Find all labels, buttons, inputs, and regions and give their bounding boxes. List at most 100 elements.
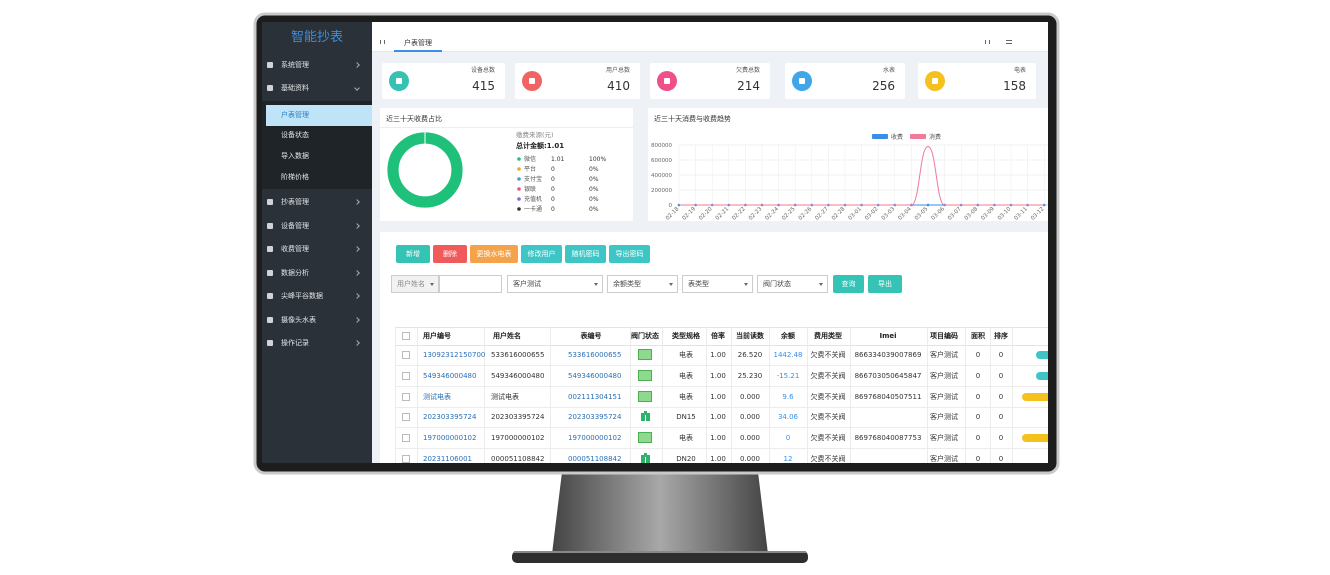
table-cell[interactable]: 549346000480 xyxy=(568,371,622,380)
button[interactable]: 删除 xyxy=(433,245,467,263)
caret xyxy=(669,283,673,286)
table-cell: 1.00 xyxy=(710,413,726,422)
menu-active-bg xyxy=(266,105,372,126)
table-cell[interactable]: 197000000102 xyxy=(568,434,622,443)
table-cell[interactable]: 测试电表 xyxy=(423,392,451,401)
submenu-item[interactable]: 阶梯价格 xyxy=(281,173,309,181)
checkbox[interactable] xyxy=(402,392,410,401)
table-cell[interactable]: 202303395724 xyxy=(568,413,622,422)
checkbox[interactable] xyxy=(402,351,410,359)
table-cell: 549346000480 xyxy=(491,371,545,380)
menu-item[interactable]: 收费管理 xyxy=(281,245,309,253)
table-cell: 0 xyxy=(998,351,1004,359)
table-cell: 0 xyxy=(998,371,1004,380)
select[interactable]: 表类型 xyxy=(682,275,753,293)
menu-icon xyxy=(267,223,273,229)
row-border xyxy=(395,448,1048,450)
table-cell[interactable]: 20231106001 xyxy=(423,455,472,463)
row-border xyxy=(395,406,1048,408)
text-input[interactable] xyxy=(439,275,502,293)
submenu-item[interactable]: 导入数据 xyxy=(281,152,309,160)
table-cell: 电表 xyxy=(679,351,693,359)
menu-icon xyxy=(267,199,273,205)
menu-item[interactable]: 设备管理 xyxy=(281,222,309,230)
table-cell[interactable]: 533616000655 xyxy=(568,351,622,359)
valve-icon xyxy=(644,411,647,416)
table-cell[interactable]: 000051108842 xyxy=(568,455,622,463)
menu-item[interactable]: 系统管理 xyxy=(281,61,309,69)
stat-glyph xyxy=(799,78,805,84)
button[interactable]: 导出 xyxy=(868,275,902,293)
button[interactable]: 更换水电表 xyxy=(470,245,518,263)
button[interactable]: 查询 xyxy=(833,275,864,293)
table-cell: 533616000655 xyxy=(491,351,545,359)
checkbox[interactable] xyxy=(402,332,410,340)
badge xyxy=(1022,434,1048,443)
menu-item[interactable]: 数据分析 xyxy=(281,269,309,277)
table-cell: 12 xyxy=(783,455,793,463)
table-cell: 869768040507511 xyxy=(854,392,922,401)
table-cell[interactable]: 202303395724 xyxy=(423,413,477,422)
table-cell[interactable]: 549346000480 xyxy=(423,371,477,380)
meter-icon xyxy=(638,390,652,402)
menu-item[interactable]: 操作记录 xyxy=(281,339,309,347)
select[interactable]: 阀门状态 xyxy=(757,275,828,293)
table-cell: 客户测试 xyxy=(930,455,958,463)
col-border xyxy=(965,327,966,463)
table-cell: 欠费不关阀 xyxy=(810,413,846,422)
table-header: 当前读数 xyxy=(736,332,764,340)
menu-item[interactable]: 摄像头水表 xyxy=(281,316,316,324)
sidebar-title: 智能抄表 xyxy=(290,30,343,45)
table-cell: 869768040087753 xyxy=(854,434,922,443)
meter-icon xyxy=(638,432,652,444)
menu-item[interactable]: 尖峰平谷数据 xyxy=(281,292,323,300)
select[interactable]: 用户姓名 xyxy=(391,275,439,293)
table-cell[interactable]: 13092312150700 xyxy=(423,351,486,359)
table-cell: 1.00 xyxy=(710,371,726,380)
table-cell: 0 xyxy=(998,392,1004,401)
select[interactable]: 余额类型 xyxy=(607,275,678,293)
menu-item[interactable]: 基础资料 xyxy=(281,84,309,92)
table-cell[interactable]: 197000000102 xyxy=(423,434,477,443)
table-cell: 1.00 xyxy=(710,351,726,359)
table-cell: 197000000102 xyxy=(491,434,545,443)
menu-icon xyxy=(267,270,273,276)
tab[interactable]: 户表管理 xyxy=(404,39,432,47)
checkbox[interactable] xyxy=(402,371,410,380)
checkbox[interactable] xyxy=(402,434,410,443)
caret xyxy=(430,283,434,286)
table-header: 用户姓名 xyxy=(493,332,521,340)
select[interactable]: 客户测试 xyxy=(507,275,603,293)
menu-icon xyxy=(267,317,273,323)
submenu-item[interactable]: 户表管理 xyxy=(281,111,309,119)
button[interactable]: 新增 xyxy=(396,245,430,263)
table-cell: 0 xyxy=(975,371,981,380)
table-cell: 0 xyxy=(975,413,981,422)
table-cell: 0 xyxy=(975,351,981,359)
button[interactable]: 导出密码 xyxy=(609,245,650,263)
table-cell: 9.6 xyxy=(782,392,794,401)
col-border xyxy=(395,327,396,463)
col-border xyxy=(731,327,732,463)
table-cell[interactable]: 002111304151 xyxy=(568,392,622,401)
screen-content: 智能抄表 系统管理 基础资料 户表管理 设备状态 导入数据 阶梯价格 抄表管理 设备管理 收费管理… xyxy=(262,22,1048,463)
submenu-item[interactable]: 设备状态 xyxy=(281,131,309,139)
button[interactable]: 随机密码 xyxy=(565,245,606,263)
menu-item[interactable]: 抄表管理 xyxy=(281,198,309,206)
table-header: 面积 xyxy=(971,332,985,340)
checkbox[interactable] xyxy=(402,413,410,422)
button[interactable]: 修改用户 xyxy=(521,245,562,263)
table-cell: 0.000 xyxy=(739,455,761,463)
table-header: 排序 xyxy=(994,332,1008,340)
col-border xyxy=(417,327,418,463)
table-cell: 客户测试 xyxy=(930,392,958,401)
menu-icon xyxy=(267,85,273,91)
row-border xyxy=(395,427,1048,429)
checkbox[interactable] xyxy=(402,455,410,463)
table-cell: 0 xyxy=(998,455,1004,463)
stat-value: 410 xyxy=(607,79,630,93)
col-border xyxy=(484,327,485,463)
table-header: Imei xyxy=(879,332,897,340)
valve-icon xyxy=(641,413,650,422)
